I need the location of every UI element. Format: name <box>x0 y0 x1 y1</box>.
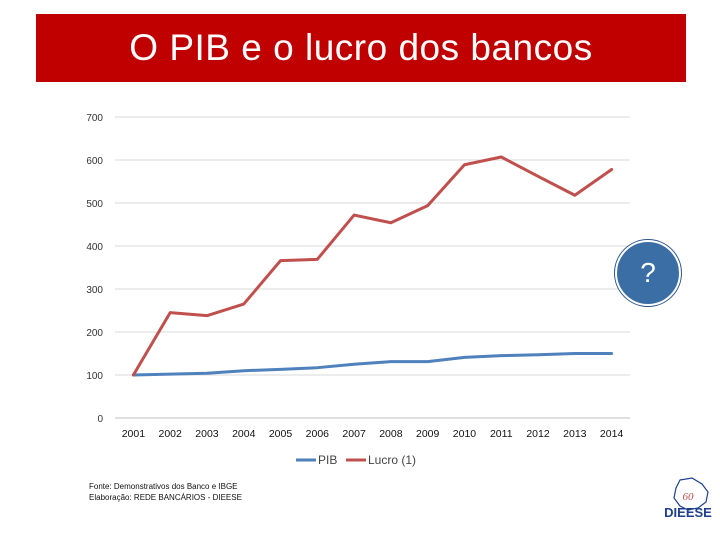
legend: PIB Lucro (1) <box>296 453 416 467</box>
series-line-pib <box>131 352 614 377</box>
source-line-1: Fonte: Demonstrativos dos Banco e IBGE <box>89 482 238 491</box>
map-outline-icon: 60 <box>673 477 709 511</box>
legend-label: PIB <box>318 453 337 467</box>
question-badge: ? <box>615 240 681 306</box>
x-tick-label: 2011 <box>490 428 513 440</box>
y-tick-label: 500 <box>86 199 103 210</box>
x-tick-label: 2003 <box>195 428 219 440</box>
x-tick-label: 2009 <box>416 428 440 440</box>
y-tick-label: 300 <box>86 285 103 296</box>
x-tick-label: 2007 <box>342 428 366 440</box>
y-tick-label: 600 <box>86 156 103 167</box>
y-tick-label: 400 <box>86 242 103 253</box>
logo-text: DIEESE <box>664 505 712 520</box>
dieese-logo: 60 DIEESE <box>658 476 718 524</box>
y-axis-ticks: 0 100 200 300 400 500 600 700 <box>86 113 103 425</box>
grid-lines <box>115 116 630 419</box>
x-tick-label: 2005 <box>269 428 293 440</box>
x-tick-label: 2004 <box>232 428 256 440</box>
x-tick-label: 2013 <box>563 428 587 440</box>
source-line-2: Elaboração: REDE BANCÁRIOS - DIEESE <box>89 493 242 502</box>
x-tick-label: 2008 <box>379 428 403 440</box>
y-tick-label: 100 <box>86 371 103 382</box>
series-line-lucro <box>131 155 614 377</box>
y-tick-label: 200 <box>86 328 103 339</box>
x-tick-label: 2014 <box>600 428 624 440</box>
y-tick-label: 0 <box>97 414 103 425</box>
y-tick-label: 700 <box>86 113 103 124</box>
source-note: Fonte: Demonstrativos dos Banco e IBGE E… <box>89 481 242 503</box>
svg-text:60: 60 <box>683 491 695 503</box>
x-tick-label: 2006 <box>306 428 330 440</box>
x-tick-label: 2010 <box>453 428 477 440</box>
x-axis-ticks: 2001 2002 2003 2004 2005 2006 2007 2008 2009 2010… <box>122 428 624 440</box>
series-lines <box>131 155 614 377</box>
x-tick-label: 2002 <box>158 428 182 440</box>
question-mark: ? <box>640 257 656 288</box>
title-bar: O PIB e o lucro dos bancos <box>36 14 686 82</box>
legend-label: Lucro (1) <box>368 453 416 467</box>
slide-title: O PIB e o lucro dos bancos <box>129 27 593 68</box>
x-tick-label: 2012 <box>526 428 550 440</box>
x-tick-label: 2001 <box>122 428 146 440</box>
